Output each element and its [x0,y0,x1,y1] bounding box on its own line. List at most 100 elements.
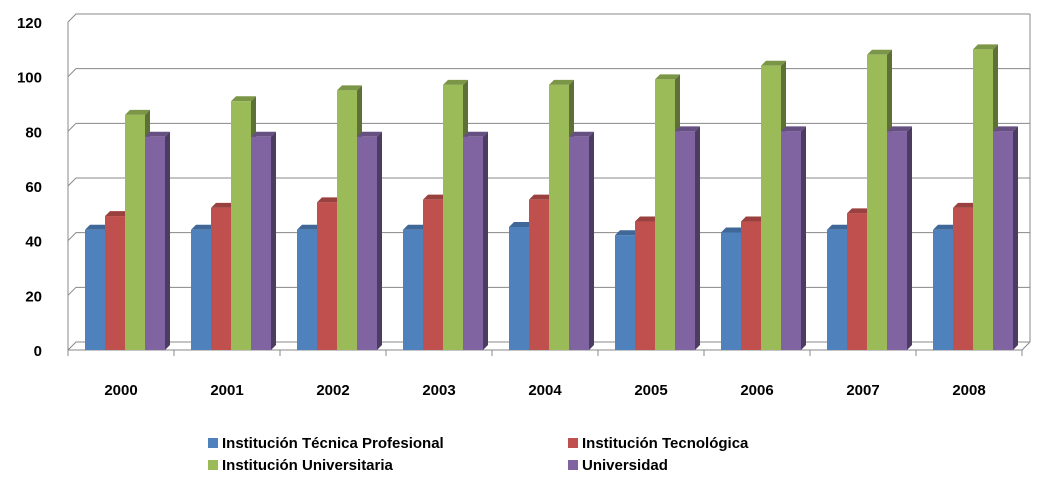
grid-line [67,177,1030,187]
bar [145,136,165,350]
legend-swatch [568,460,578,470]
bar [615,235,635,350]
bar [549,84,569,350]
bar-side [271,131,276,350]
bar-top [357,131,382,137]
bar [827,229,847,350]
bar [887,131,907,350]
bar-top [337,85,362,91]
bar-top [403,224,428,230]
bar-top [231,96,256,102]
bar [721,232,741,350]
bar-top [655,74,680,80]
bar [211,207,231,350]
grid-line [67,68,1030,78]
bar [655,79,675,351]
x-tick-label: 2001 [210,382,243,399]
bar [867,54,887,351]
bar-top [741,216,766,222]
y-tick-label: 40 [25,234,42,251]
x-tick-label: 2002 [316,382,349,399]
bar [85,229,105,350]
y-tick-label: 120 [17,15,42,32]
bar-top [145,131,170,137]
y-tick-label: 0 [34,343,42,360]
bar [675,131,695,350]
x-tick-label: 2005 [634,382,667,399]
grid-line [67,122,1030,132]
y-tick-label: 20 [25,288,42,305]
bar-side [589,131,594,350]
bar [423,199,443,350]
bar-top [211,202,236,208]
bar-top [423,194,448,200]
y-tick-label: 100 [17,70,42,87]
bar [569,136,589,350]
grid-line [67,13,1030,23]
bar-top [887,126,912,132]
bar-top [569,131,594,137]
bar-top [615,230,640,236]
bar-top [463,131,488,137]
y-tick-label: 80 [25,124,42,141]
bar-top [529,194,554,200]
bar [317,202,337,350]
bar-side [907,126,912,350]
bar [953,207,973,350]
bar-top [993,126,1018,132]
bar-top [827,224,852,230]
bar-top [933,224,958,230]
bar-top [675,126,700,132]
legend-swatch [568,438,578,448]
bar [509,227,529,350]
floor-edge [1021,341,1031,351]
legend-label: Institución Técnica Profesional [222,435,444,452]
legend-swatch [208,438,218,448]
bar-top [847,208,872,214]
y-tick-label: 60 [25,179,42,196]
grid-line [67,286,1030,296]
bar-top [973,44,998,50]
bar [403,229,423,350]
bar-top [297,224,322,230]
bar [761,65,781,350]
bar-top [105,211,130,217]
bar [337,90,357,350]
legend-label: Universidad [582,457,668,474]
bar-side [377,131,382,350]
bar-top [251,131,276,137]
bar [463,136,483,350]
bar [529,199,549,350]
bar-top [721,227,746,233]
x-tick-label: 2003 [422,382,455,399]
bar [231,101,251,351]
legend-swatch [208,460,218,470]
bar-top [781,126,806,132]
bar-top [761,60,786,66]
x-tick-label: 2006 [740,382,773,399]
bar [933,229,953,350]
x-tick-label: 2000 [104,382,137,399]
bar-side [1013,126,1018,350]
bar [357,136,377,350]
bar-top [549,79,574,85]
legend-label: Institución Universitaria [222,457,394,474]
bar-side [483,131,488,350]
bar-top [317,197,342,203]
bar-side [801,126,806,350]
bar-top [85,224,110,230]
bar [105,216,125,350]
bar-top [635,216,660,222]
bar [297,229,317,350]
x-tick-label: 2008 [952,382,985,399]
bar [125,114,145,350]
bar [741,221,761,350]
bar-top [953,202,978,208]
bar [191,229,211,350]
bar-side [165,131,170,350]
x-tick-label: 2004 [528,382,562,399]
bar-top [191,224,216,230]
bar [993,131,1013,350]
grid-line [67,341,1030,351]
bar [973,49,993,350]
